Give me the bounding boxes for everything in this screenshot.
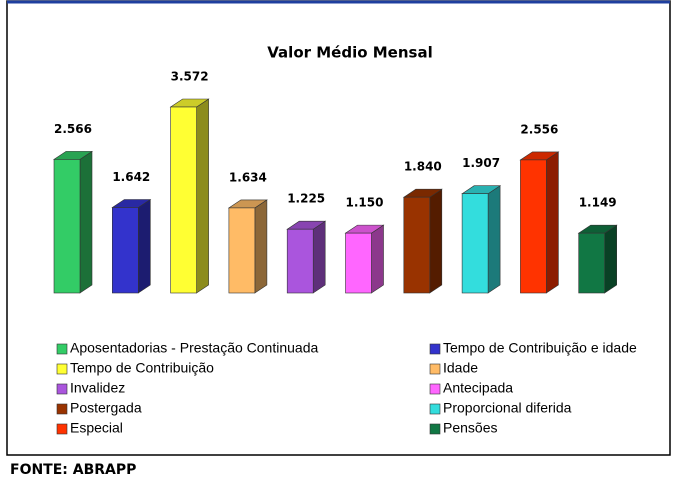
bar-side [312,220,326,294]
legend-label: Aposentadorias - Prestação Continuada [70,340,318,356]
bar [520,159,547,294]
legend-swatch [56,383,68,395]
bar-side [254,199,268,294]
value-label: 1.150 [346,196,384,210]
legend-swatch [56,363,68,375]
legend-swatch [429,403,441,415]
bar-side [546,151,559,294]
bar [228,207,256,294]
legend-label: Proporcional diferida [443,400,572,416]
value-label: 1.149 [579,196,617,210]
value-label: 1.642 [112,170,150,184]
legend-swatch [56,403,68,415]
legend-label: Idade [443,360,478,376]
bar-side [196,98,209,294]
legend-label: Antecipada [443,380,513,396]
bar [170,106,197,294]
legend-swatch [429,343,441,355]
bar-side [79,150,93,294]
bar-side [604,224,618,294]
legend-label: Postergada [70,400,142,416]
legend-swatch [429,423,441,435]
legend-swatch [56,423,68,435]
legend-label: Invalidez [70,380,125,396]
bar [53,159,81,294]
bar [403,196,431,294]
bar [461,193,489,294]
bar-side [487,185,501,294]
legend-swatch [56,343,68,355]
value-label: 1.907 [462,156,500,170]
legend-swatch [429,383,441,395]
value-label: 1.840 [404,160,442,174]
value-label: 1.225 [287,192,325,206]
bar-side [429,188,443,294]
bar-side [138,198,151,294]
bar-side [371,224,384,294]
value-label: 1.634 [229,170,267,184]
bar [112,207,139,294]
legend-swatch [429,363,441,375]
value-label: 3.572 [171,70,209,84]
bar [578,232,606,294]
legend-label: Tempo de Contribuição e idade [443,340,637,356]
value-label: 2.556 [520,122,558,136]
chart-title: Valor Médio Mensal [267,44,432,62]
legend-label: Especial [70,420,123,436]
legend-label: Pensões [443,420,497,436]
value-label: 2.566 [54,122,92,136]
bar [345,232,372,294]
source-note: FONTE: ABRAPP [10,462,136,478]
bar [286,228,314,294]
legend-label: Tempo de Contribuição [70,360,214,376]
